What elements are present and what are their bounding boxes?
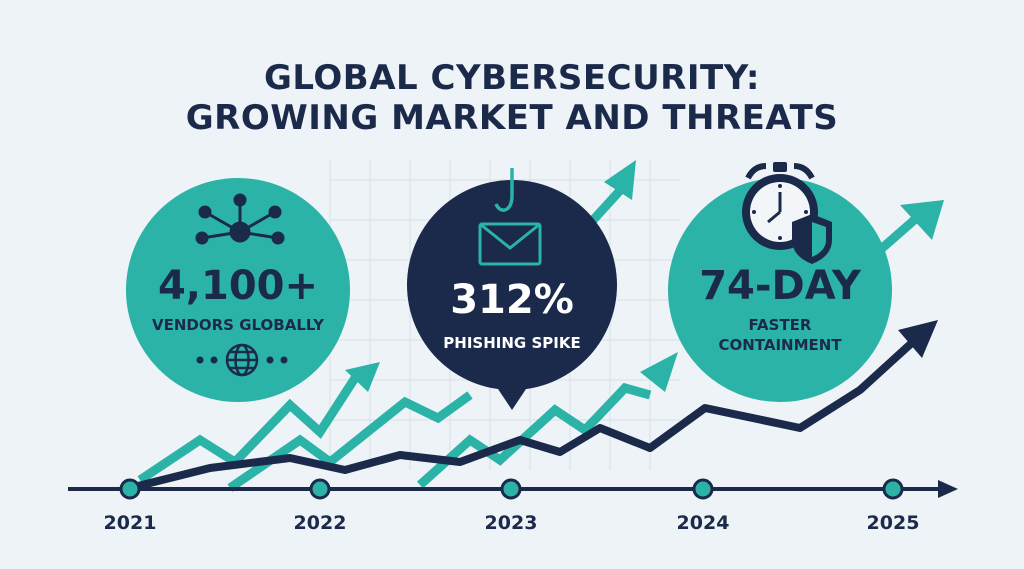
network-icon (195, 193, 285, 245)
globe-icon (225, 343, 259, 377)
timeline-axis (68, 478, 958, 500)
teal-trend-line-2 (227, 391, 473, 492)
year-label-2022: 2022 (293, 512, 347, 534)
year-label-2023: 2023 (484, 512, 538, 534)
teal-trend-line-3 (416, 382, 652, 489)
stat-containment-value: 74-DAY (699, 263, 861, 309)
teal-arrowhead-5 (900, 200, 944, 240)
teal-trend-line-5 (877, 211, 923, 254)
teal-trend-line-1 (137, 375, 359, 484)
timeline-marker-2021 (119, 478, 141, 500)
stat-phishing-label: PHISHING SPIKE (443, 334, 581, 352)
year-label-2024: 2024 (676, 512, 730, 534)
phishing-email-icon (478, 222, 542, 266)
stat-circle-vendors (126, 178, 350, 402)
stat-phishing-value: 312% (450, 277, 574, 323)
teal-arrowhead-3 (640, 352, 678, 392)
timeline-marker-2025 (882, 478, 904, 500)
timeline-arrowhead (938, 480, 958, 498)
stat-containment-label-line-2: CONTAINMENT (718, 336, 842, 354)
stat-circle-phishing (407, 168, 617, 410)
shield-icon (792, 214, 832, 264)
teal-arrowhead-4 (604, 160, 636, 200)
teal-arrowhead-1 (345, 362, 380, 392)
stat-containment-label-line-1: FASTER (748, 316, 812, 334)
fish-hook-icon (494, 168, 514, 212)
navy-arrowhead (898, 320, 938, 358)
timeline-marker-2022 (309, 478, 331, 500)
stat-circle-containment (668, 162, 892, 402)
year-label-2025: 2025 (866, 512, 920, 534)
navy-trend-line (129, 320, 938, 492)
stat-vendors-value: 4,100+ (157, 263, 319, 309)
year-label-2021: 2021 (103, 512, 157, 534)
timeline-marker-2024 (692, 478, 714, 500)
page-title-line-2: GROWING MARKET AND THREATS (185, 98, 839, 138)
decorative-dots (196, 356, 288, 364)
stat-vendors-label: VENDORS GLOBALLY (152, 316, 324, 334)
teal-trend-lines (137, 160, 944, 492)
page-title-line-1: GLOBAL CYBERSECURITY: (264, 58, 760, 98)
timeline-marker-2023 (500, 478, 522, 500)
